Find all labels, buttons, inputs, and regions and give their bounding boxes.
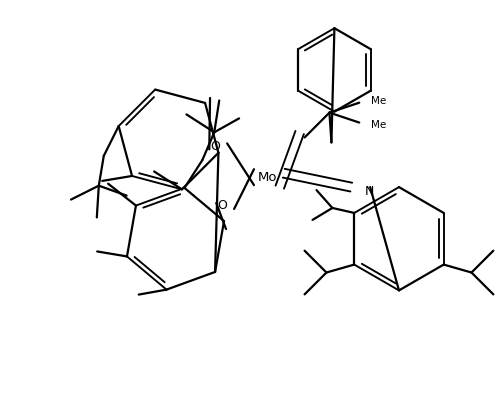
Text: Me: Me — [372, 96, 387, 106]
Text: O: O — [217, 199, 227, 212]
Text: O: O — [210, 140, 220, 153]
Text: Mo: Mo — [258, 171, 277, 184]
Text: Me: Me — [372, 120, 387, 129]
Text: N: N — [365, 185, 374, 197]
